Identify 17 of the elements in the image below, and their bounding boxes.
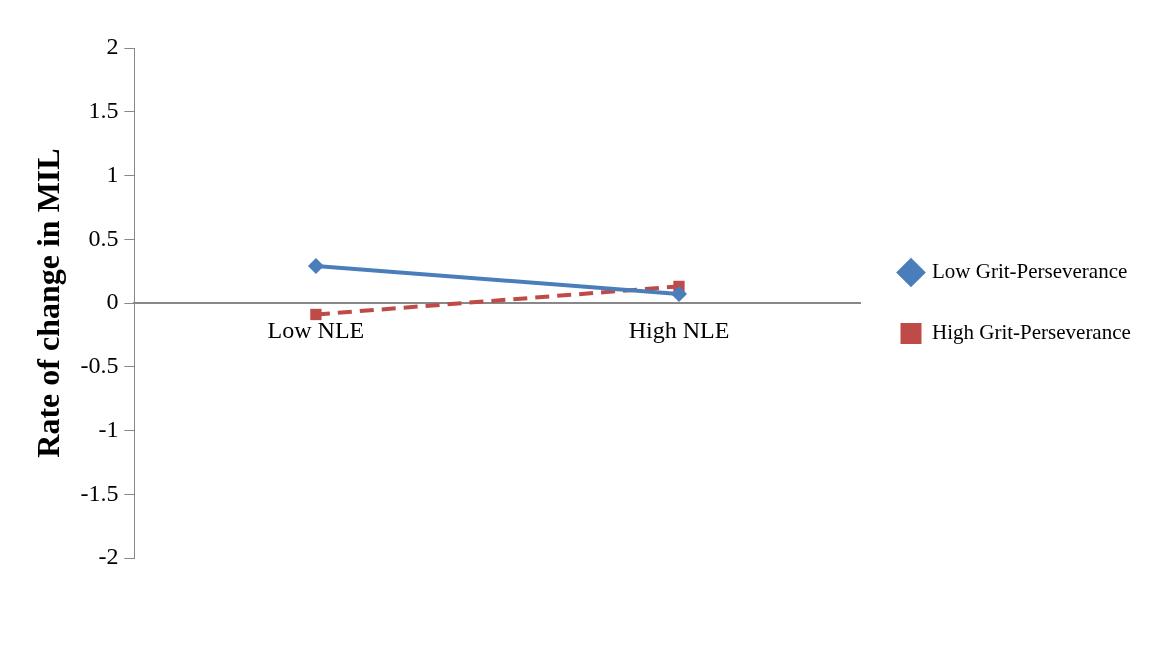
y-tick-label: 0 — [106, 288, 119, 315]
y-tick-label: -0.5 — [80, 352, 119, 379]
y-tick-label: -1 — [98, 415, 119, 442]
y-tick-label: -1.5 — [80, 479, 119, 506]
point — [307, 258, 324, 275]
legend-label: High Grit-Perseverance — [932, 320, 1131, 345]
point — [670, 286, 687, 303]
x-tick-label: Low NLE — [267, 316, 365, 343]
y-tick-label: 1.5 — [88, 97, 119, 124]
legend-label: Low Grit-Perseverance — [932, 259, 1128, 284]
point — [310, 308, 322, 321]
y-tick-label: 2 — [106, 33, 119, 60]
y-tick-label: 0.5 — [88, 224, 119, 251]
y-tick-label: 1 — [106, 160, 119, 187]
y-axis-title: Rate of change in MIL — [30, 148, 67, 458]
x-tick-label: High NLE — [628, 316, 730, 343]
y-tick-label: -2 — [98, 543, 119, 570]
